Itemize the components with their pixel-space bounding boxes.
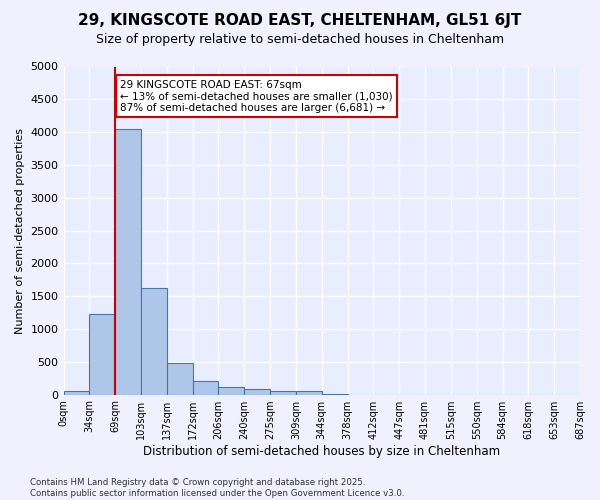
Bar bbox=[270, 390, 296, 394]
Bar bbox=[167, 363, 193, 394]
Bar bbox=[64, 392, 89, 394]
Text: Size of property relative to semi-detached houses in Cheltenham: Size of property relative to semi-detach… bbox=[96, 32, 504, 46]
Bar bbox=[244, 390, 270, 394]
Bar bbox=[218, 386, 244, 394]
Bar bbox=[296, 391, 322, 394]
Bar bbox=[193, 382, 218, 394]
X-axis label: Distribution of semi-detached houses by size in Cheltenham: Distribution of semi-detached houses by … bbox=[143, 444, 500, 458]
Bar bbox=[89, 314, 115, 394]
Text: 29, KINGSCOTE ROAD EAST, CHELTENHAM, GL51 6JT: 29, KINGSCOTE ROAD EAST, CHELTENHAM, GL5… bbox=[79, 12, 521, 28]
Text: 29 KINGSCOTE ROAD EAST: 67sqm
← 13% of semi-detached houses are smaller (1,030)
: 29 KINGSCOTE ROAD EAST: 67sqm ← 13% of s… bbox=[121, 80, 393, 113]
Y-axis label: Number of semi-detached properties: Number of semi-detached properties bbox=[15, 128, 25, 334]
Text: Contains HM Land Registry data © Crown copyright and database right 2025.
Contai: Contains HM Land Registry data © Crown c… bbox=[30, 478, 404, 498]
Bar bbox=[141, 288, 167, 395]
Bar bbox=[115, 129, 141, 394]
